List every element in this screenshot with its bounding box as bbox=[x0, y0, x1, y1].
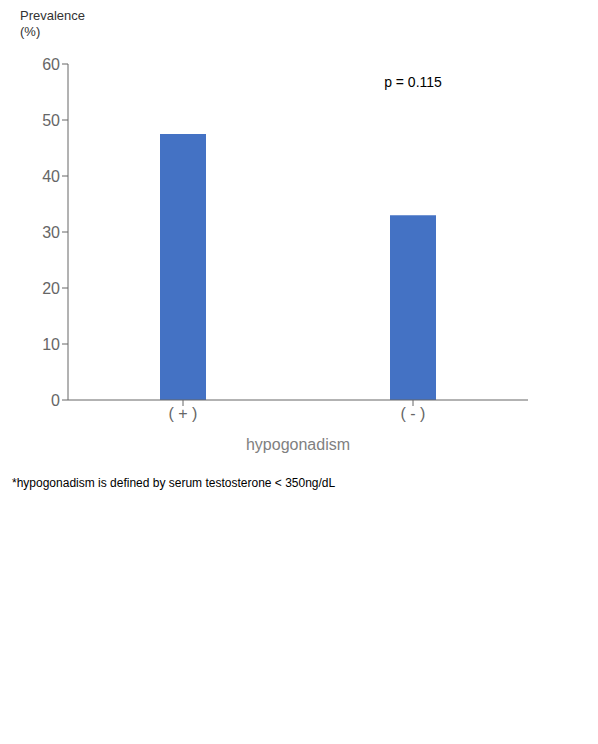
svg-text:10: 10 bbox=[42, 336, 60, 353]
svg-text:p = 0.115: p = 0.115 bbox=[384, 74, 442, 90]
svg-text:hypogonadism: hypogonadism bbox=[246, 436, 350, 453]
html-text:*hypogonadism is defined by se: *hypogonadism is defined by serum testos… bbox=[12, 476, 336, 490]
svg-text:40: 40 bbox=[42, 168, 60, 185]
svg-text:( + ): ( + ) bbox=[169, 405, 198, 422]
svg-text:0: 0 bbox=[51, 392, 60, 409]
html-text:Prevalence: Prevalence bbox=[20, 8, 85, 23]
svg-text:( - ): ( - ) bbox=[401, 405, 426, 422]
svg-text:20: 20 bbox=[42, 280, 60, 297]
svg-text:60: 60 bbox=[42, 56, 60, 73]
svg-text:30: 30 bbox=[42, 224, 60, 241]
svg-text:50: 50 bbox=[42, 112, 60, 129]
